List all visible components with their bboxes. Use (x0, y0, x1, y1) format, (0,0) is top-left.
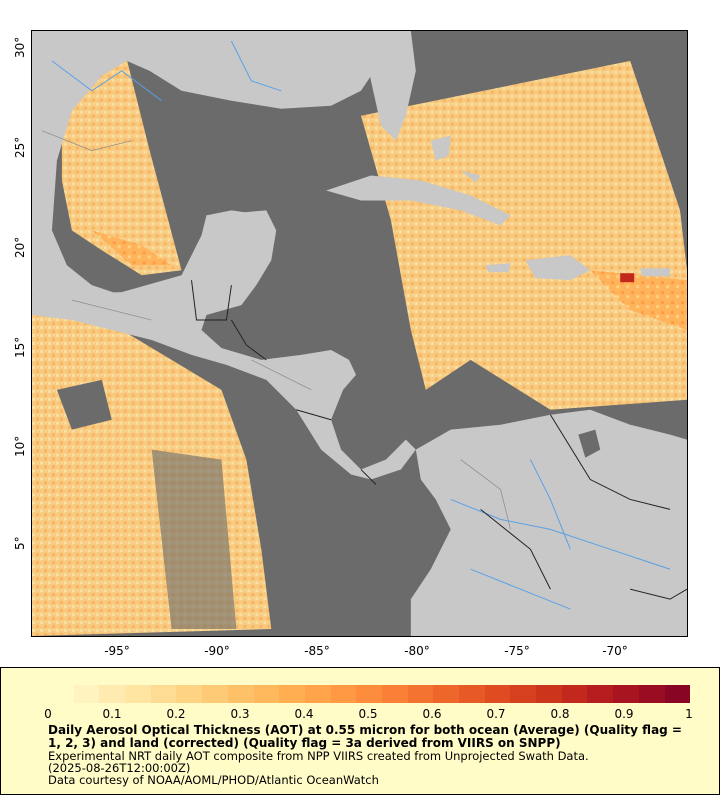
rivers (51, 40, 671, 610)
colorbar-swatch (48, 685, 74, 703)
colorbar-swatch (202, 685, 228, 703)
colorbar-label-0.8: 0.8 (550, 707, 570, 721)
land-puerto-rico (640, 268, 671, 277)
colorbar-label-0.5: 0.5 (358, 707, 378, 721)
colorbar-swatch (638, 685, 665, 703)
land-cuba (326, 175, 511, 226)
lon-tick-75: -75° (504, 644, 530, 658)
lon-tick-95: -95° (104, 644, 130, 658)
colorbar-label-0.2: 0.2 (166, 707, 186, 721)
admin-lines (41, 130, 511, 530)
colorbar-swatch (73, 685, 100, 703)
colorbar-swatch (536, 685, 562, 703)
caption-line-2: (2025-08-26T12:00:00Z) (48, 761, 191, 775)
colorbar-label-0.1: 0.1 (102, 707, 122, 721)
aot-dark-red-spot (620, 273, 635, 283)
land-yucatan (206, 210, 277, 286)
boundaries (191, 280, 687, 600)
colorbar-swatch (587, 685, 614, 703)
colorbar-swatch (561, 685, 588, 703)
colorbar-swatch (304, 685, 331, 703)
colorbar-swatch (510, 685, 537, 703)
lake-maracaibo (578, 429, 601, 458)
land-florida (360, 31, 416, 141)
colorbar-swatch (99, 685, 126, 703)
lat-tick-10: 10° (13, 435, 27, 457)
land-jamaica (485, 263, 511, 273)
land-south-america (410, 409, 687, 636)
map-area[interactable] (31, 30, 688, 637)
legend-panel: 0 0.1 0.2 0.3 0.4 0.5 0.6 0.7 0.8 0.9 1 … (0, 667, 720, 795)
colorbar-swatch (381, 685, 408, 703)
colorbar-swatch (279, 685, 305, 703)
colorbar-swatch (407, 685, 434, 703)
colorbar-label-0.6: 0.6 (422, 707, 442, 721)
map-canvas (32, 31, 687, 636)
colorbar-swatch (253, 685, 280, 703)
colorbar-swatch (433, 685, 459, 703)
caption-line-3: Data courtesy of NOAA/AOML/PHOD/Atlantic… (48, 773, 379, 787)
land-central-america (32, 210, 416, 480)
lat-tick-15: 15° (13, 336, 27, 358)
colorbar-label-1: 1 (685, 707, 693, 721)
colorbar-swatch (664, 685, 691, 703)
colorbar-swatch (613, 685, 639, 703)
lon-tick-80: -80° (404, 644, 430, 658)
aot-nodata-pacific-2 (151, 449, 237, 630)
aot-hotspot-gulf (91, 230, 172, 266)
lon-tick-70: -70° (602, 644, 628, 658)
colorbar-label-0: 0 (44, 707, 52, 721)
colorbar-swatch (227, 685, 254, 703)
colorbar-label-0.4: 0.4 (294, 707, 314, 721)
lat-tick-20: 20° (13, 236, 27, 258)
lat-tick-5: 5° (13, 536, 27, 550)
land-north-america (32, 31, 391, 296)
colorbar-swatch (176, 685, 203, 703)
aot-swath-gulf (61, 58, 182, 276)
colorbar-swatch (150, 685, 177, 703)
colorbar-label-0.3: 0.3 (230, 707, 250, 721)
land-bahamas (430, 135, 481, 183)
colorbar-swatch (356, 685, 382, 703)
land-hispaniola (525, 255, 591, 281)
lat-tick-30: 30° (13, 36, 27, 58)
colorbar-swatch (459, 685, 485, 703)
colorbar-label-0.7: 0.7 (486, 707, 506, 721)
aot-nodata-pacific (56, 379, 112, 430)
caption-line-1: Experimental NRT daily AOT composite fro… (48, 749, 589, 763)
aot-hotspot-caribbean (590, 270, 687, 331)
lon-tick-85: -85° (304, 644, 330, 658)
lat-tick-25: 25° (13, 136, 27, 158)
caption-title: Daily Aerosol Optical Thickness (AOT) at… (48, 723, 682, 750)
colorbar-swatch (330, 685, 357, 703)
colorbar (48, 685, 691, 703)
colorbar-swatch (125, 685, 151, 703)
colorbar-label-0.9: 0.9 (614, 707, 634, 721)
colorbar-swatch (484, 685, 511, 703)
lon-tick-90: -90° (204, 644, 230, 658)
